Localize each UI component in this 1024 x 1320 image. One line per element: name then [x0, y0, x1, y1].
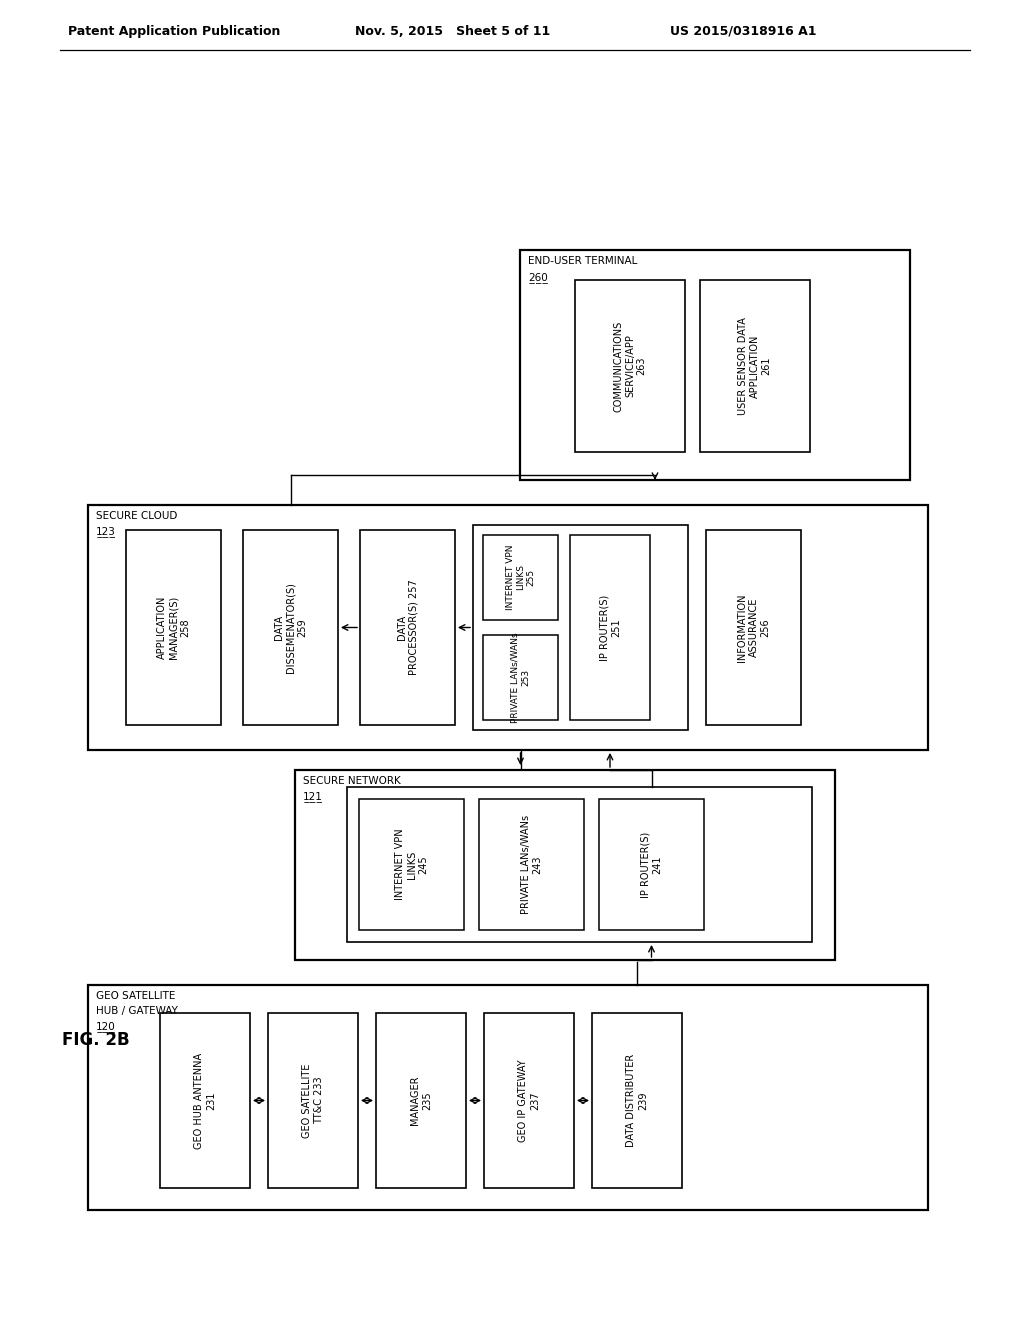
Bar: [473, 525, 688, 730]
Text: DATA
PROCESSOR(S) 257: DATA PROCESSOR(S) 257: [396, 579, 418, 676]
Text: GEO HUB ANTENNA
231: GEO HUB ANTENNA 231: [195, 1052, 216, 1148]
Text: US 2015/0318916 A1: US 2015/0318916 A1: [670, 25, 816, 38]
Text: HUB / GATEWAY: HUB / GATEWAY: [96, 1006, 178, 1016]
Bar: [243, 531, 338, 725]
Text: INTERNET VPN
LINKS
245: INTERNET VPN LINKS 245: [395, 829, 428, 900]
Text: INFORMATION
ASSURANCE
256: INFORMATION ASSURANCE 256: [737, 593, 770, 661]
Text: PRIVATE LANs/WANs
243: PRIVATE LANs/WANs 243: [520, 814, 543, 913]
Text: INTERNET VPN
LINKS
255: INTERNET VPN LINKS 255: [506, 545, 536, 610]
Text: 1̲2̲3̲: 1̲2̲3̲: [96, 525, 116, 537]
Text: Nov. 5, 2015   Sheet 5 of 11: Nov. 5, 2015 Sheet 5 of 11: [355, 25, 550, 38]
Bar: [376, 1012, 466, 1188]
Text: GEO IP GATEWAY
237: GEO IP GATEWAY 237: [518, 1059, 540, 1142]
Text: PRIVATE LANs/WANs
253: PRIVATE LANs/WANs 253: [511, 632, 530, 723]
Bar: [599, 799, 705, 931]
Bar: [359, 799, 464, 931]
Bar: [160, 1012, 250, 1188]
Text: COMMUNICATIONS
SERVICE/APP
263: COMMUNICATIONS SERVICE/APP 263: [613, 321, 646, 412]
Text: DATA DISTRIBUTER
239: DATA DISTRIBUTER 239: [627, 1053, 648, 1147]
Bar: [479, 799, 584, 931]
Text: DATA
DISSEMENATOR(S)
259: DATA DISSEMENATOR(S) 259: [273, 582, 307, 673]
Text: Patent Application Publication: Patent Application Publication: [68, 25, 281, 38]
Bar: [483, 635, 558, 719]
Text: 2̲6̲0̲: 2̲6̲0̲: [528, 272, 548, 282]
Bar: [295, 770, 835, 960]
Text: GEO SATELLITE: GEO SATELLITE: [96, 991, 175, 1001]
Text: FIG. 2B: FIG. 2B: [62, 1031, 130, 1049]
Text: APPLICATION
MANAGER(S)
258: APPLICATION MANAGER(S) 258: [157, 595, 190, 659]
Bar: [268, 1012, 358, 1188]
Bar: [360, 531, 455, 725]
Text: SECURE NETWORK: SECURE NETWORK: [303, 776, 400, 785]
Text: IP ROUTER(S)
241: IP ROUTER(S) 241: [641, 832, 663, 898]
Text: IP ROUTER(S)
251: IP ROUTER(S) 251: [599, 594, 621, 660]
Bar: [126, 531, 221, 725]
Bar: [570, 535, 650, 719]
Bar: [483, 535, 558, 620]
Text: 1̲2̲1̲: 1̲2̲1̲: [303, 791, 323, 803]
Bar: [347, 787, 812, 942]
Bar: [706, 531, 801, 725]
Bar: [592, 1012, 682, 1188]
Bar: [520, 249, 910, 480]
Text: END-USER TERMINAL: END-USER TERMINAL: [528, 256, 637, 267]
Text: SECURE CLOUD: SECURE CLOUD: [96, 511, 177, 521]
Bar: [575, 280, 685, 451]
Text: GEO SATELLITE
TT&C 233: GEO SATELLITE TT&C 233: [302, 1064, 324, 1138]
Text: 1̲2̲0̲: 1̲2̲0̲: [96, 1020, 116, 1032]
Bar: [484, 1012, 574, 1188]
Text: MANAGER
235: MANAGER 235: [411, 1076, 432, 1125]
Bar: [88, 985, 928, 1210]
Bar: [700, 280, 810, 451]
Text: USER SENSOR DATA
APPLICATION
261: USER SENSOR DATA APPLICATION 261: [738, 317, 772, 414]
Bar: [88, 506, 928, 750]
